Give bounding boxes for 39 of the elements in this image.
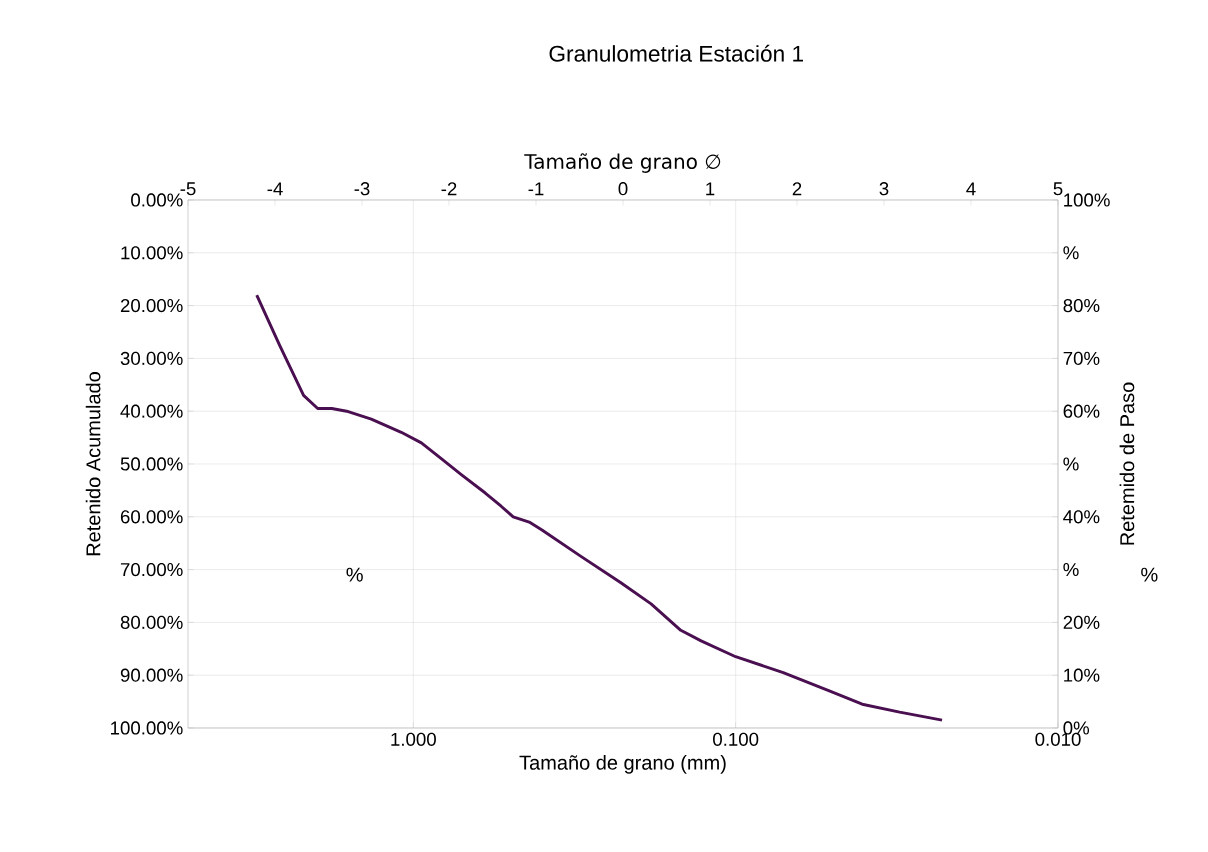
y2-tick-label: 60% [1063, 404, 1100, 418]
y-tick-label: 70.00% [120, 562, 183, 577]
x2-tick-label: 4 [966, 182, 976, 196]
y-tick-label: 90.00% [120, 668, 183, 682]
x-tick-label: 0.100 [713, 732, 759, 746]
y-tick-label: 100.00% [111, 721, 183, 735]
x2-tick-label: -3 [354, 182, 370, 196]
x2-tick-label: 1 [706, 182, 715, 196]
text: % [1141, 567, 1158, 582]
y2-tick-label: 10% [1064, 668, 1100, 682]
x2-tick-label: 3 [879, 182, 889, 196]
y-tick-label: 30.00% [120, 351, 183, 366]
x2-tick-label: -4 [267, 182, 283, 196]
x-axis-title: Tamaño de grano (mm) [519, 755, 726, 774]
x-tick-label: 1.000 [391, 732, 436, 746]
x2-axis-title: Tamaño de grano ∅ [524, 153, 721, 173]
x2-tick-label: -1 [528, 182, 544, 196]
y-tick-label: 60.00% [120, 510, 183, 524]
y2-tick-label: 40% [1063, 510, 1100, 524]
y2-tick-label: 70% [1063, 351, 1100, 365]
y2-axis-title: Retemido de Paso [1119, 382, 1135, 545]
y2-tick-label: 100% [1064, 193, 1110, 207]
x2-tick-label: 5 [1053, 182, 1063, 196]
chart-title: Granulometria Estación 1 [549, 44, 803, 62]
y2-tick-label: % [1063, 457, 1079, 471]
y-tick-label: 20.00% [120, 298, 183, 313]
y2-tick-label: % [1063, 246, 1079, 260]
x2-tick-label: 0 [618, 182, 628, 196]
x2-tick-label: -2 [441, 182, 457, 196]
y2-tick-label: 80% [1063, 298, 1100, 313]
y-tick-label: 50.00% [120, 457, 183, 471]
y-axis-title: Retenido Acumulado [85, 372, 101, 556]
annotation: % [346, 567, 363, 582]
y-tick-label: 80.00% [120, 615, 183, 630]
y-tick-label: 40.00% [120, 404, 183, 418]
y2-tick-label: 20% [1063, 615, 1100, 629]
x2-tick-label: 2 [792, 182, 802, 196]
y2-tick-label: % [1063, 563, 1079, 577]
y-tick-label: 10.00% [121, 246, 183, 260]
